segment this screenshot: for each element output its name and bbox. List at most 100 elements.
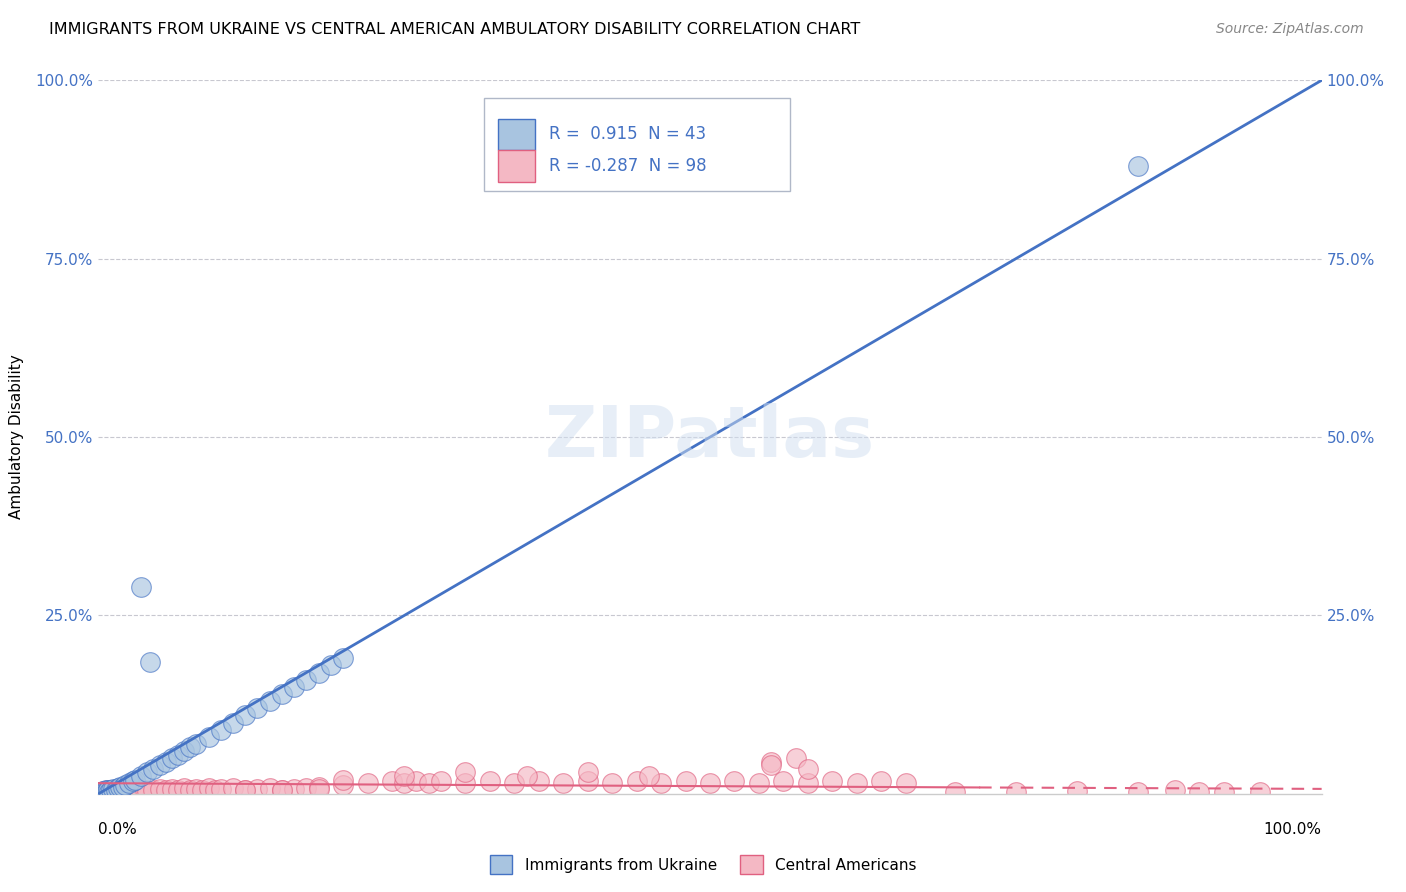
Point <box>418 776 440 790</box>
Point <box>90 785 112 799</box>
Point <box>1188 785 1211 799</box>
Point <box>142 782 165 797</box>
Point <box>114 783 136 797</box>
Point <box>167 747 190 762</box>
Point <box>155 755 177 769</box>
Point <box>89 785 111 799</box>
Point <box>308 781 330 796</box>
Point <box>90 785 112 799</box>
Point <box>100 784 122 798</box>
Point <box>283 680 305 694</box>
Point <box>129 782 152 797</box>
Point <box>136 765 159 780</box>
Point <box>104 784 127 798</box>
Point <box>430 774 453 789</box>
Point <box>308 780 330 794</box>
Point <box>1066 784 1088 798</box>
Point <box>748 776 770 790</box>
Point <box>98 785 121 799</box>
Point <box>197 730 219 744</box>
Point <box>209 781 232 796</box>
Point <box>149 758 172 772</box>
Point <box>222 781 245 796</box>
Point <box>797 776 820 790</box>
Point <box>136 784 159 798</box>
Point <box>785 751 807 765</box>
Point <box>93 785 115 799</box>
Point <box>392 769 416 783</box>
Point <box>392 776 416 790</box>
Point <box>120 784 142 798</box>
Point <box>308 665 330 680</box>
Point <box>173 781 195 796</box>
Point <box>283 781 305 796</box>
Point <box>516 769 538 783</box>
Text: 100.0%: 100.0% <box>1264 822 1322 838</box>
Text: ZIPatlas: ZIPatlas <box>546 402 875 472</box>
Point <box>332 651 354 665</box>
Text: R =  0.915  N = 43: R = 0.915 N = 43 <box>548 125 706 144</box>
Point <box>233 783 256 797</box>
Point <box>186 781 208 796</box>
Point <box>405 774 427 789</box>
Point <box>96 784 118 798</box>
Point <box>246 781 269 796</box>
Point <box>142 762 165 776</box>
Point <box>1128 159 1150 173</box>
Point <box>155 782 177 797</box>
Point <box>97 785 120 799</box>
Point <box>356 776 378 790</box>
Point <box>93 785 115 799</box>
Point <box>821 774 844 789</box>
Point <box>101 781 124 796</box>
Point <box>110 784 132 798</box>
Point <box>93 785 115 799</box>
Point <box>104 782 127 797</box>
Point <box>270 687 294 701</box>
Point <box>117 785 139 799</box>
Point <box>179 782 201 797</box>
Point <box>259 781 281 796</box>
Point <box>761 758 783 772</box>
Point <box>1004 785 1026 799</box>
Point <box>96 783 118 797</box>
Point <box>111 780 134 795</box>
Point <box>1164 783 1187 797</box>
Point <box>134 783 156 797</box>
Point <box>160 751 183 765</box>
Point <box>100 783 122 797</box>
Point <box>124 785 146 799</box>
Text: R = -0.287  N = 98: R = -0.287 N = 98 <box>548 157 706 175</box>
Point <box>107 783 129 797</box>
Point <box>553 776 575 790</box>
Point <box>186 737 208 751</box>
Point <box>101 783 124 797</box>
Point <box>233 782 256 797</box>
Point <box>91 784 114 798</box>
Point <box>197 781 219 796</box>
Point <box>478 774 501 789</box>
Point <box>638 769 661 783</box>
Point <box>222 715 245 730</box>
Point <box>111 784 134 798</box>
Point <box>761 755 783 769</box>
Point <box>454 765 477 780</box>
Point <box>233 708 256 723</box>
FancyBboxPatch shape <box>484 98 790 191</box>
Point <box>943 785 966 799</box>
Point <box>91 785 114 799</box>
Point <box>91 786 114 800</box>
Point <box>97 782 120 797</box>
Point <box>870 774 893 789</box>
Point <box>332 778 354 792</box>
Point <box>600 776 623 790</box>
Point <box>91 784 114 798</box>
Point <box>160 781 183 796</box>
FancyBboxPatch shape <box>498 119 536 150</box>
Point <box>179 740 201 755</box>
Point <box>319 658 342 673</box>
Point <box>114 778 136 792</box>
Point <box>259 694 281 708</box>
Point <box>105 785 128 799</box>
Point <box>121 783 143 797</box>
